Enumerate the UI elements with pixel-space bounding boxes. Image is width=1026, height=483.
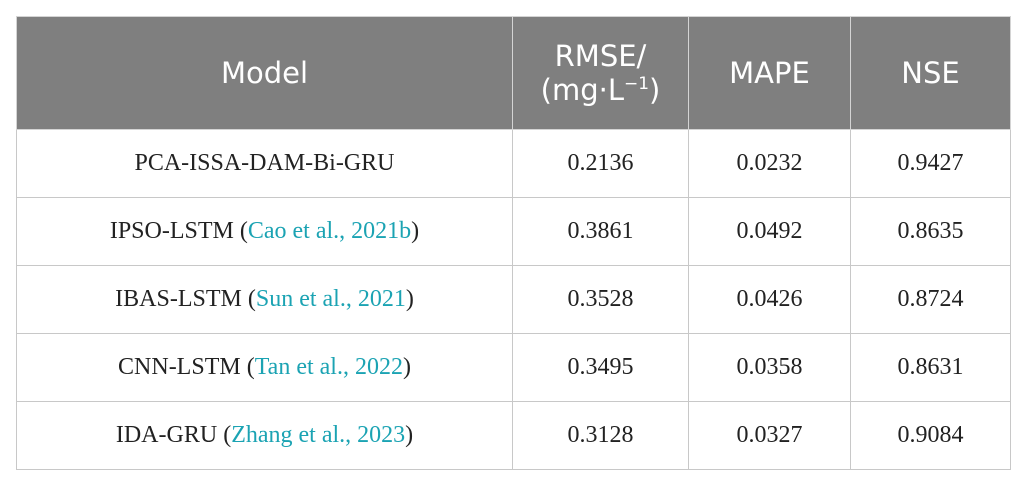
table-row: IBAS-LSTM (Sun et al., 2021) 0.3528 0.04… [16, 265, 1011, 334]
model-name: PCA-ISSA-DAM-Bi-GRU [134, 150, 395, 176]
cell-model: PCA-ISSA-DAM-Bi-GRU [16, 129, 513, 198]
header-model: Model [16, 16, 513, 130]
cell-rmse: 0.3128 [512, 401, 689, 470]
cell-nse: 0.8635 [850, 197, 1011, 266]
cell-model: IDA-GRU (Zhang et al., 2023) [16, 401, 513, 470]
model-name: IDA-GRU [115, 422, 218, 448]
header-rmse: RMSE/ (mg·L−1) [512, 16, 689, 130]
cell-mape: 0.0358 [688, 333, 851, 402]
header-rmse-line1: RMSE/ [554, 39, 647, 73]
header-rmse-unit-close: ) [649, 73, 661, 107]
cell-rmse: 0.3528 [512, 265, 689, 334]
cell-nse: 0.8724 [850, 265, 1011, 334]
cell-model: IPSO-LSTM (Cao et al., 2021b) [16, 197, 513, 266]
header-row: Model RMSE/ (mg·L−1) MAPE NSE [16, 16, 1011, 130]
cell-nse: 0.9427 [850, 129, 1011, 198]
header-rmse-unit-exponent: −1 [623, 74, 650, 94]
cell-mape: 0.0327 [688, 401, 851, 470]
citation-link[interactable]: Sun et al., 2021 [255, 286, 406, 312]
cell-mape: 0.0492 [688, 197, 851, 266]
cell-mape: 0.0426 [688, 265, 851, 334]
table-row: IPSO-LSTM (Cao et al., 2021b) 0.3861 0.0… [16, 197, 1011, 266]
cell-model: IBAS-LSTM (Sun et al., 2021) [16, 265, 513, 334]
model-name: CNN-LSTM [118, 354, 241, 380]
header-mape: MAPE [688, 16, 851, 130]
citation-link[interactable]: Zhang et al., 2023 [231, 422, 406, 448]
table-row: CNN-LSTM (Tan et al., 2022) 0.3495 0.035… [16, 333, 1011, 402]
model-name: IPSO-LSTM [109, 218, 234, 244]
cell-nse: 0.9084 [850, 401, 1011, 470]
model-comparison-table: Model RMSE/ (mg·L−1) MAPE NSE PCA-ISSA-D… [16, 16, 1011, 470]
citation-link[interactable]: Tan et al., 2022 [254, 354, 403, 380]
header-nse: NSE [850, 16, 1011, 130]
cell-model: CNN-LSTM (Tan et al., 2022) [16, 333, 513, 402]
cell-rmse: 0.3495 [512, 333, 689, 402]
model-name: IBAS-LSTM [115, 286, 242, 312]
table-row: IDA-GRU (Zhang et al., 2023) 0.3128 0.03… [16, 401, 1011, 470]
citation-link[interactable]: Cao et al., 2021b [247, 218, 412, 244]
cell-nse: 0.8631 [850, 333, 1011, 402]
cell-rmse: 0.3861 [512, 197, 689, 266]
cell-mape: 0.0232 [688, 129, 851, 198]
cell-rmse: 0.2136 [512, 129, 689, 198]
header-rmse-unit: (mg·L [540, 73, 624, 107]
table-row: PCA-ISSA-DAM-Bi-GRU 0.2136 0.0232 0.9427 [16, 129, 1011, 198]
